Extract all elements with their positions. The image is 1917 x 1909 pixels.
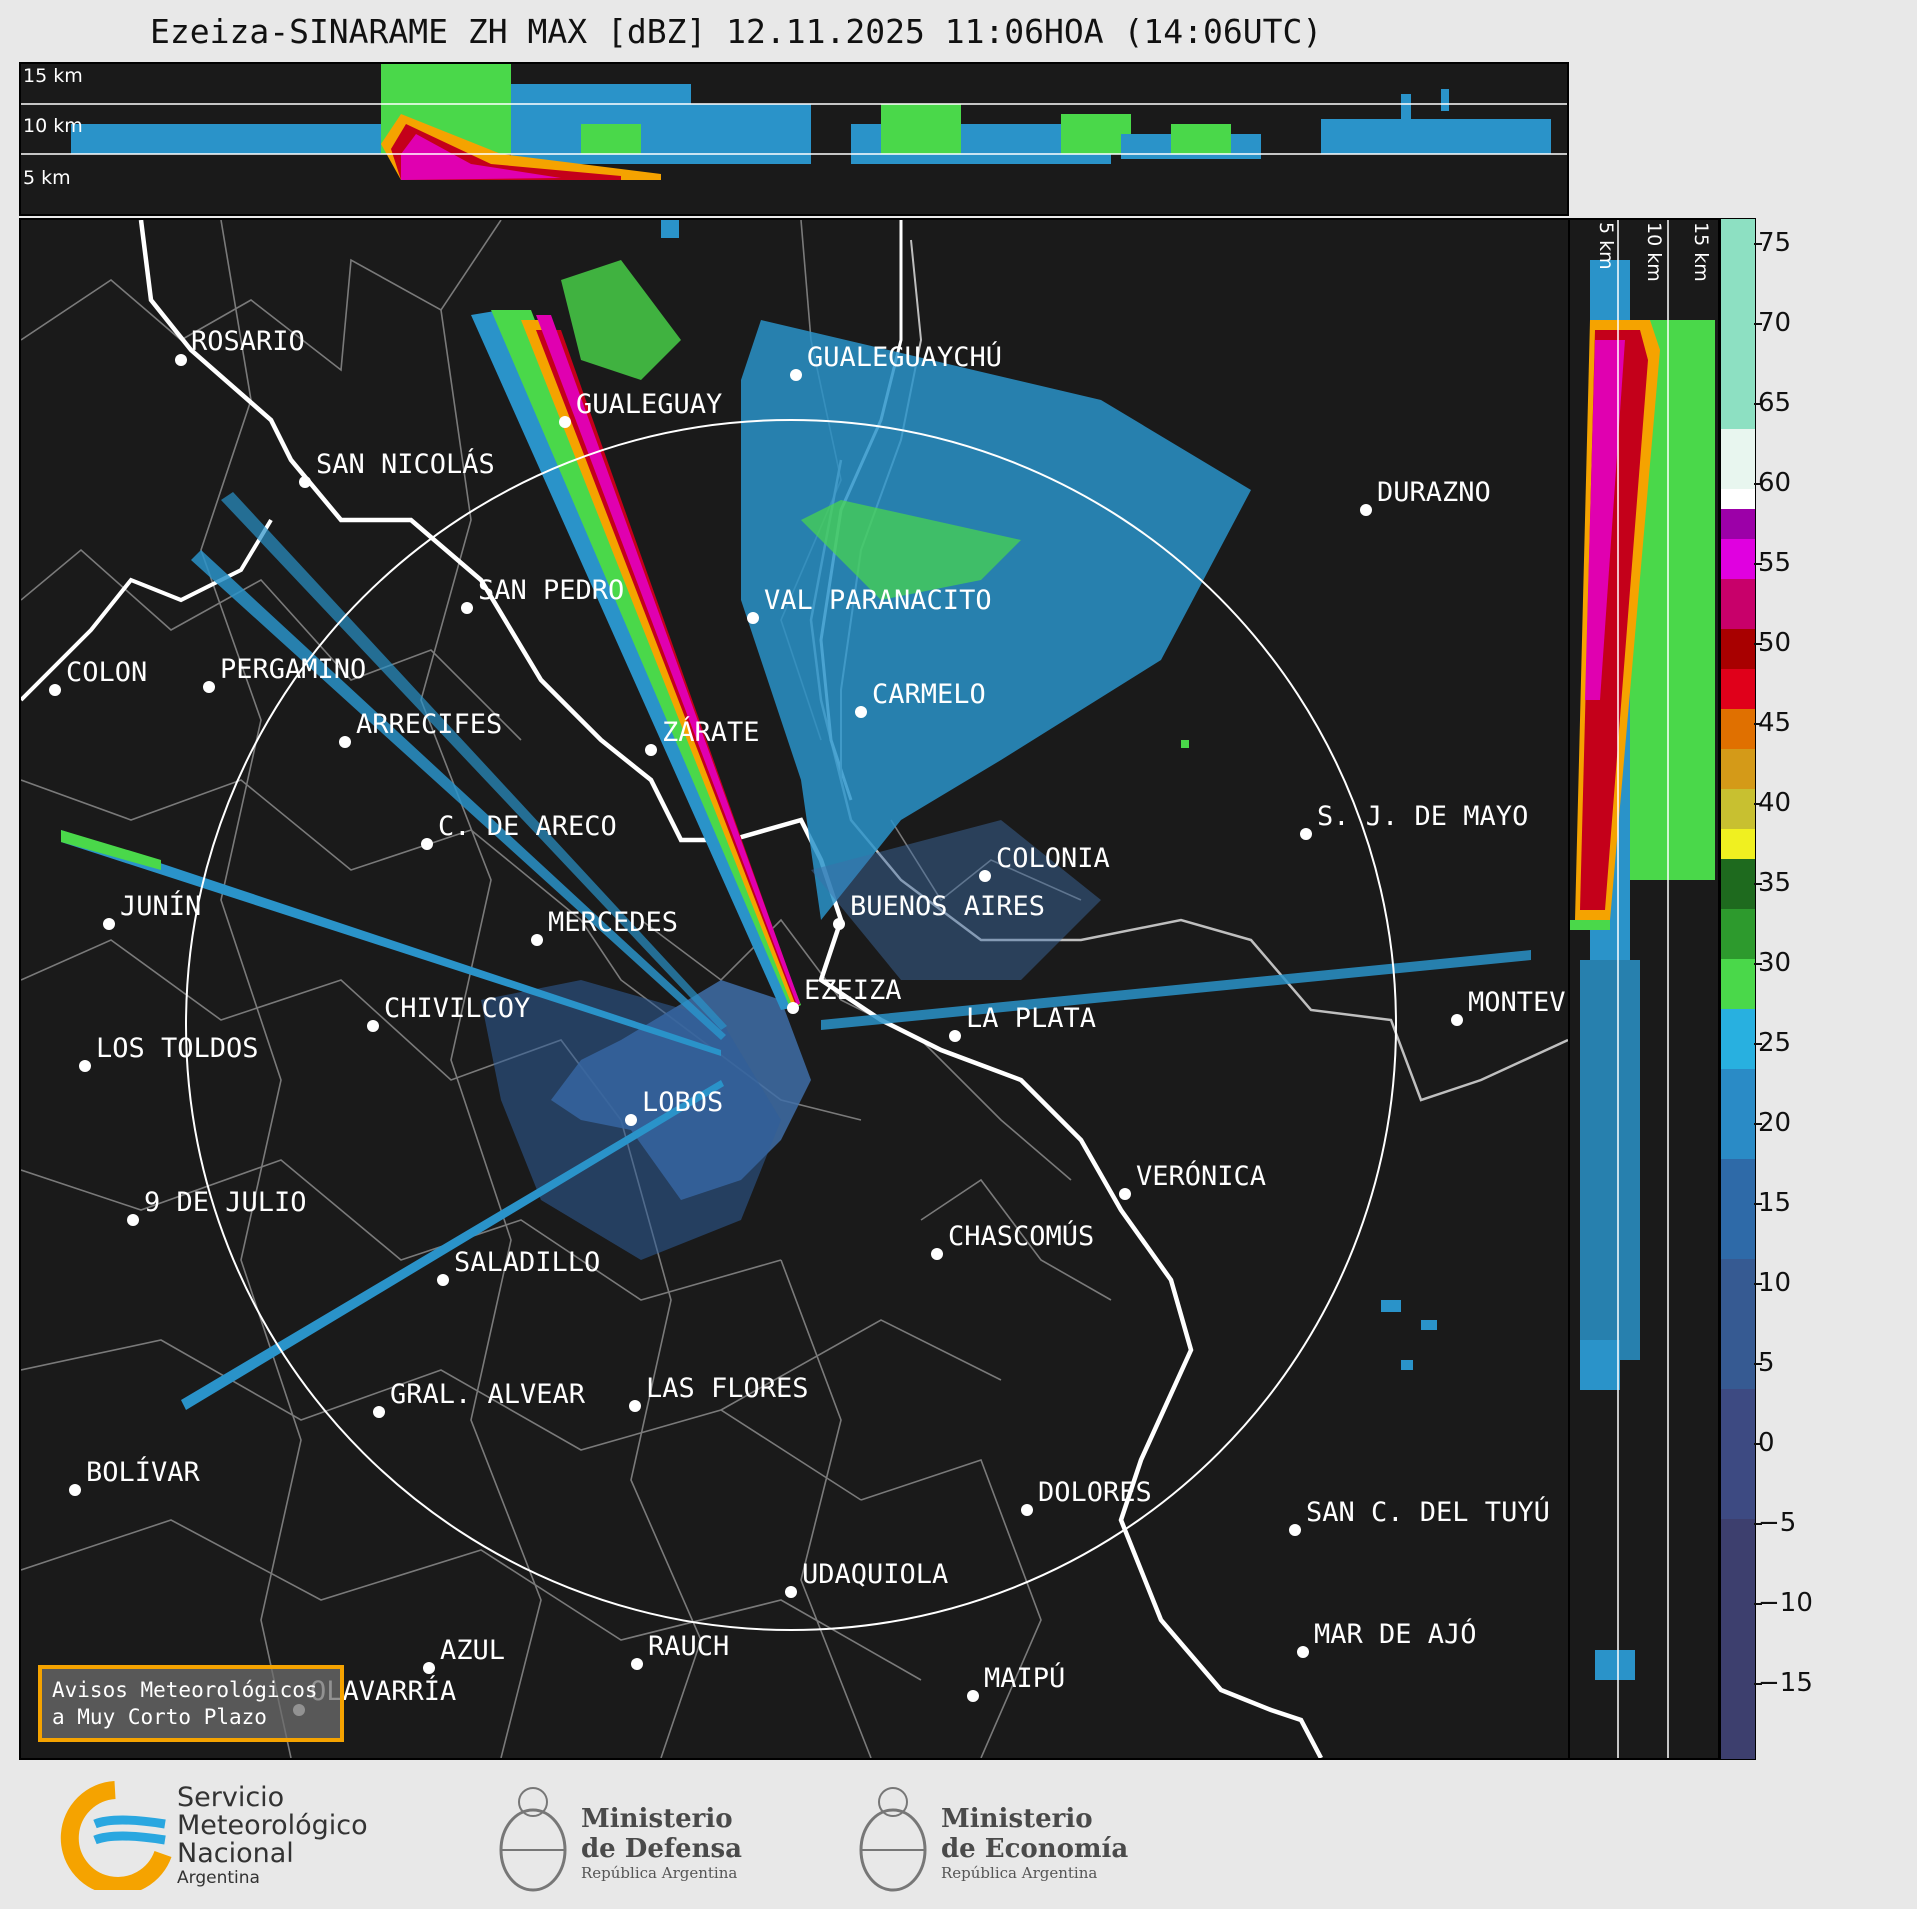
colorbar-tick-5: 5 xyxy=(1754,1348,1775,1378)
smn-line3: Nacional xyxy=(177,1838,294,1869)
economia-line1: Ministerio xyxy=(941,1804,1093,1834)
city-val-paranacito: VAL PARANACITO xyxy=(764,585,992,616)
smn-line2: Meteorológico xyxy=(177,1810,368,1841)
city-azul: AZUL xyxy=(440,1635,505,1666)
city-montevideo: MONTEV xyxy=(1468,987,1566,1018)
city-chivilcoy: CHIVILCOY xyxy=(384,993,530,1024)
defensa-line1: Ministerio xyxy=(581,1804,733,1834)
radar-echoes xyxy=(61,220,1531,1410)
colorbar-tick-50: 50 xyxy=(1753,628,1792,658)
top-height-profile: 15 km 10 km 5 km xyxy=(19,62,1569,216)
smn-line1: Servicio xyxy=(177,1782,285,1813)
city-bolivar: BOLÍVAR xyxy=(86,1456,201,1488)
colorbar-tick-55: 55 xyxy=(1753,548,1792,578)
side-label-15km: 15 km xyxy=(1690,222,1712,282)
city-gualeguaychu: GUALEGUAYCHÚ xyxy=(807,341,1002,373)
city-udaquiola: UDAQUIOLA xyxy=(802,1559,948,1590)
city-junin: JUNÍN xyxy=(120,890,201,922)
colorbar-tick-0: 0 xyxy=(1754,1428,1775,1458)
smn-line4: Argentina xyxy=(177,1868,260,1888)
colorbar-tick-10: 10 xyxy=(1753,1268,1792,1298)
colorbar-tick-45: 45 xyxy=(1753,708,1792,738)
colorbar-tick-15: 15 xyxy=(1753,1188,1792,1218)
top-label-15km: 15 km xyxy=(23,65,83,87)
warning-box-line2: a Muy Corto Plazo xyxy=(52,1705,267,1729)
city-mercedes: MERCEDES xyxy=(548,907,678,938)
defensa-line3: República Argentina xyxy=(581,1864,738,1882)
city-chascomus: CHASCOMÚS xyxy=(948,1220,1094,1252)
city-mar-de-ajo: MAR DE AJÓ xyxy=(1314,1618,1477,1650)
city-c-de-areco: C. DE ARECO xyxy=(438,811,617,842)
city-la-plata: LA PLATA xyxy=(966,1003,1096,1034)
colorbar-tick-minus5: −5 xyxy=(1753,1508,1797,1538)
colorbar-tick-minus15: −15 xyxy=(1754,1668,1813,1698)
colorbar-tick-35: 35 xyxy=(1753,868,1792,898)
city-carmelo: CARMELO xyxy=(872,679,986,710)
colorbar-tick-65: 65 xyxy=(1753,388,1792,418)
city-veronica: VERÓNICA xyxy=(1136,1160,1266,1192)
city-sj-de-mayo: S. J. DE MAYO xyxy=(1317,801,1528,832)
colorbar-tick-20: 20 xyxy=(1753,1108,1792,1138)
city-san-pedro: SAN PEDRO xyxy=(478,575,624,606)
city-dolores: DOLORES xyxy=(1038,1477,1152,1508)
city-markers: ROSARIO GUALEGUAYCHÚ GUALEGUAY SAN NICOL… xyxy=(49,326,1566,1716)
city-ezeiza: EZEIZA xyxy=(804,975,902,1006)
colorbar-tick-40: 40 xyxy=(1753,788,1792,818)
warning-box[interactable]: Avisos Meteorológicos a Muy Corto Plazo xyxy=(38,1665,344,1742)
city-lobos: LOBOS xyxy=(642,1087,723,1118)
top-echo-band xyxy=(71,64,1551,180)
city-zarate: ZÁRATE xyxy=(662,716,760,748)
colorbar-tick-70: 70 xyxy=(1753,308,1792,338)
city-9-de-julio: 9 DE JULIO xyxy=(144,1187,307,1218)
city-rosario: ROSARIO xyxy=(191,326,305,357)
side-height-profile: 5 km 10 km 15 km xyxy=(1570,218,1720,1760)
colorbar-tick-75: 75 xyxy=(1753,228,1792,258)
city-san-nicolas: SAN NICOLÁS xyxy=(316,448,495,480)
colorbar-tick-60: 60 xyxy=(1753,468,1792,498)
city-saladillo: SALADILLO xyxy=(454,1247,600,1278)
radar-map[interactable]: ROSARIO GUALEGUAYCHÚ GUALEGUAY SAN NICOL… xyxy=(19,218,1570,1760)
city-buenos-aires: BUENOS AIRES xyxy=(850,891,1045,922)
city-gualeguay: GUALEGUAY xyxy=(576,389,722,420)
economia-line3: República Argentina xyxy=(941,1864,1098,1882)
city-colon: COLON xyxy=(66,657,147,688)
city-maipu: MAIPÚ xyxy=(984,1662,1065,1694)
side-label-5km: 5 km xyxy=(1595,222,1617,270)
top-label-5km: 5 km xyxy=(23,167,71,189)
colorbar xyxy=(1720,218,1756,1760)
city-arrecifes: ARRECIFES xyxy=(356,709,502,740)
city-rauch: RAUCH xyxy=(648,1631,729,1662)
side-label-10km: 10 km xyxy=(1643,222,1665,282)
colorbar-tick-30: 30 xyxy=(1753,948,1792,978)
colorbar-tick-minus10: −10 xyxy=(1754,1588,1813,1618)
city-durazno: DURAZNO xyxy=(1377,477,1491,508)
city-gral-alvear: GRAL. ALVEAR xyxy=(390,1379,586,1410)
city-las-flores: LAS FLORES xyxy=(646,1373,809,1404)
range-ring xyxy=(185,419,1397,1631)
city-pergamino: PERGAMINO xyxy=(220,654,366,685)
economia-line2: de Economía xyxy=(941,1834,1129,1864)
river-branch xyxy=(21,518,273,702)
colorbar-tick-25: 25 xyxy=(1753,1028,1792,1058)
city-los-toldos: LOS TOLDOS xyxy=(96,1033,259,1064)
top-label-10km: 10 km xyxy=(23,115,83,137)
city-san-c-del-tuyu: SAN C. DEL TUYÚ xyxy=(1306,1496,1550,1528)
city-colonia: COLONIA xyxy=(996,843,1110,874)
defensa-line2: de Defensa xyxy=(581,1834,742,1864)
map-title: Ezeiza-SINARAME ZH MAX [dBZ] 12.11.2025 … xyxy=(150,12,1323,51)
warning-box-line1: Avisos Meteorológicos xyxy=(52,1678,318,1702)
